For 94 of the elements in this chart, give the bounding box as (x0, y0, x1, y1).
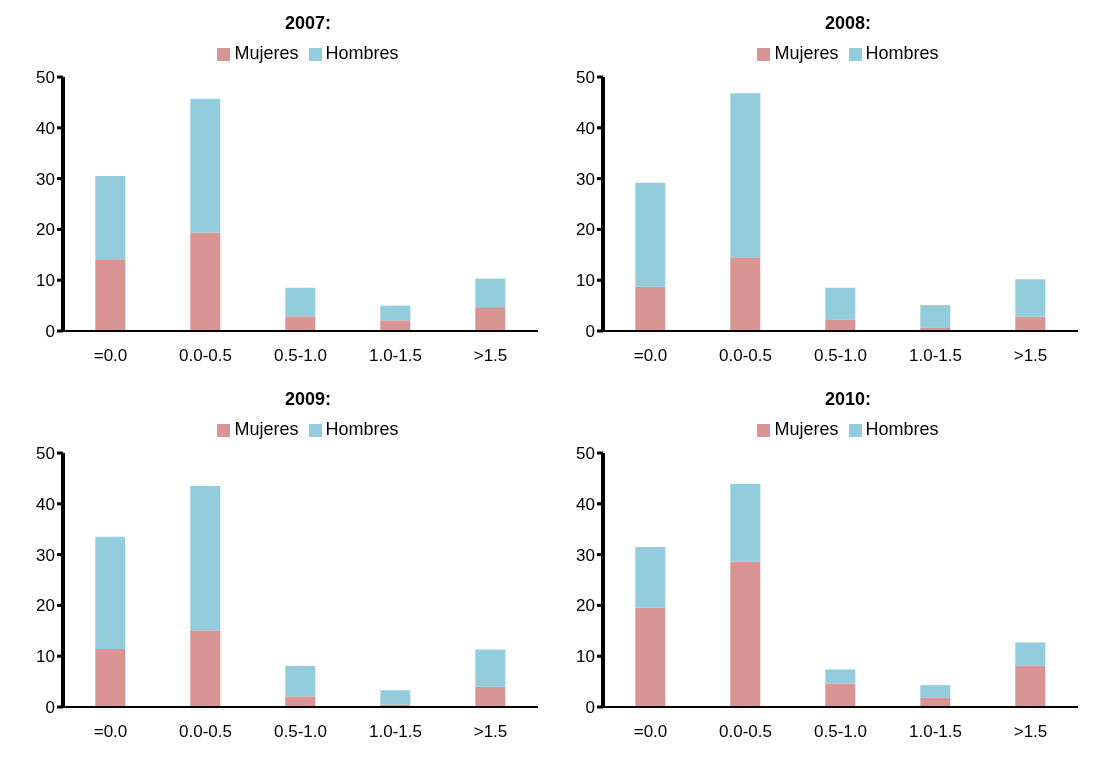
bar (475, 307, 506, 331)
legend-label: Hombres (865, 419, 939, 439)
x-tick-label: 0.0-0.5 (179, 346, 232, 366)
x-tick-label: >1.5 (473, 346, 508, 366)
x-tick-label: >1.5 (1013, 722, 1048, 742)
bar (380, 690, 411, 705)
y-tick-label: 30 (576, 545, 595, 565)
legend-label: Hombres (325, 43, 399, 63)
x-tick-label: >1.5 (1013, 346, 1048, 366)
bar (95, 536, 126, 650)
chart-title: 2010: (823, 388, 872, 411)
bar (730, 93, 761, 258)
y-tick-label: 10 (36, 647, 55, 667)
bar (920, 697, 951, 707)
x-tick-label: 1.0-1.5 (369, 722, 422, 742)
y-tick-label: 30 (36, 169, 55, 189)
bar (285, 287, 316, 317)
bar (380, 320, 411, 331)
x-tick-label: =0.0 (633, 346, 668, 366)
legend-label: Mujeres (234, 43, 299, 63)
x-tick-label: 1.0-1.5 (909, 722, 962, 742)
y-tick-label: 40 (36, 494, 55, 514)
bar (190, 630, 221, 707)
bar (285, 665, 316, 697)
y-tick-label: 30 (36, 545, 55, 565)
bar (285, 316, 316, 331)
y-tick-label: 10 (576, 647, 595, 667)
x-tick-label: 0.0-0.5 (719, 722, 772, 742)
y-tick-label: 40 (36, 118, 55, 138)
x-tick-label: 0.5-1.0 (274, 346, 327, 366)
bar (920, 685, 951, 698)
legend-label: Mujeres (774, 43, 839, 63)
x-tick-label: 0.5-1.0 (274, 722, 327, 742)
legend-label: Hombres (865, 43, 939, 63)
y-tick-label: 40 (576, 118, 595, 138)
y-tick-label: 0 (45, 322, 55, 342)
y-tick-label: 50 (576, 444, 595, 464)
bar (635, 182, 666, 287)
bar (825, 287, 856, 320)
bar (730, 483, 761, 562)
bar (475, 278, 506, 308)
y-tick-label: 50 (576, 68, 595, 88)
y-tick-label: 30 (576, 169, 595, 189)
x-tick-label: 0.5-1.0 (814, 346, 867, 366)
x-tick-label: 0.5-1.0 (814, 722, 867, 742)
y-tick-label: 0 (585, 322, 595, 342)
x-tick-label: =0.0 (633, 722, 668, 742)
bar (920, 305, 951, 328)
bar (825, 669, 856, 684)
bar (635, 286, 666, 331)
y-tick-label: 0 (585, 698, 595, 718)
bar (1015, 316, 1046, 331)
bar (190, 486, 221, 631)
y-tick-label: 50 (36, 444, 55, 464)
legend-label: Hombres (325, 419, 399, 439)
y-tick-label: 20 (36, 596, 55, 616)
bar (95, 649, 126, 707)
chart-title: 2008: (823, 12, 872, 35)
bar (825, 683, 856, 707)
y-tick-label: 50 (36, 68, 55, 88)
y-tick-label: 40 (576, 494, 595, 514)
x-tick-label: >1.5 (473, 722, 508, 742)
bar (475, 686, 506, 707)
bar (635, 607, 666, 707)
bar (635, 546, 666, 608)
bar (730, 257, 761, 331)
legend-label: Mujeres (774, 419, 839, 439)
x-tick-label: =0.0 (93, 346, 128, 366)
x-tick-label: 0.0-0.5 (719, 346, 772, 366)
y-tick-label: 0 (45, 698, 55, 718)
bar (730, 561, 761, 707)
x-tick-label: 0.0-0.5 (179, 722, 232, 742)
x-tick-label: =0.0 (93, 722, 128, 742)
bar (95, 176, 126, 260)
y-tick-label: 10 (36, 271, 55, 291)
bar (380, 305, 411, 321)
legend-label: Mujeres (234, 419, 299, 439)
y-tick-label: 20 (36, 220, 55, 240)
y-tick-label: 20 (576, 220, 595, 240)
bar (825, 319, 856, 331)
chart-title: 2007: (283, 12, 332, 35)
bar (1015, 665, 1046, 707)
y-tick-label: 20 (576, 596, 595, 616)
bar (475, 649, 506, 687)
bar (1015, 279, 1046, 317)
bar (285, 696, 316, 707)
x-tick-label: 1.0-1.5 (369, 346, 422, 366)
bar (190, 232, 221, 331)
bar (190, 98, 221, 233)
chart-title: 2009: (283, 388, 332, 411)
y-tick-label: 10 (576, 271, 595, 291)
x-tick-label: 1.0-1.5 (909, 346, 962, 366)
bar (1015, 642, 1046, 666)
bar (95, 259, 126, 331)
